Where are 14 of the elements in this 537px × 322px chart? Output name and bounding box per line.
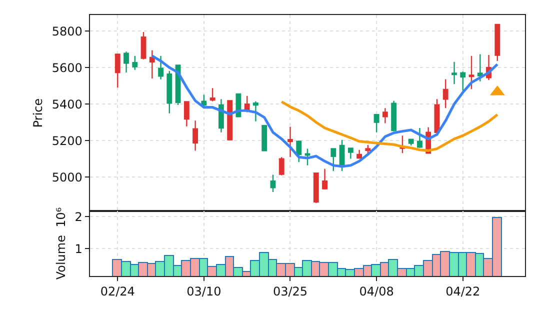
y-tick-label: 1 [74,242,82,256]
y-axis-title: Volume 10⁶ [54,207,68,280]
y-tick-label: 5000 [52,170,82,184]
y-tick-label: 5400 [52,97,82,112]
y-axis-title: Price [31,98,46,128]
y-tick-label: 5800 [52,24,82,38]
x-tick-label: 02/24 [100,284,135,299]
y-tick-label: 5600 [52,60,82,75]
x-tick-label: 03/10 [186,284,222,299]
x-tick-label: 04/08 [359,284,394,299]
y-tick-label: 2 [74,210,82,224]
x-tick-label: 03/25 [272,284,308,299]
y-tick-label: 5200 [52,134,82,148]
x-tick-label: 04/22 [446,284,480,299]
